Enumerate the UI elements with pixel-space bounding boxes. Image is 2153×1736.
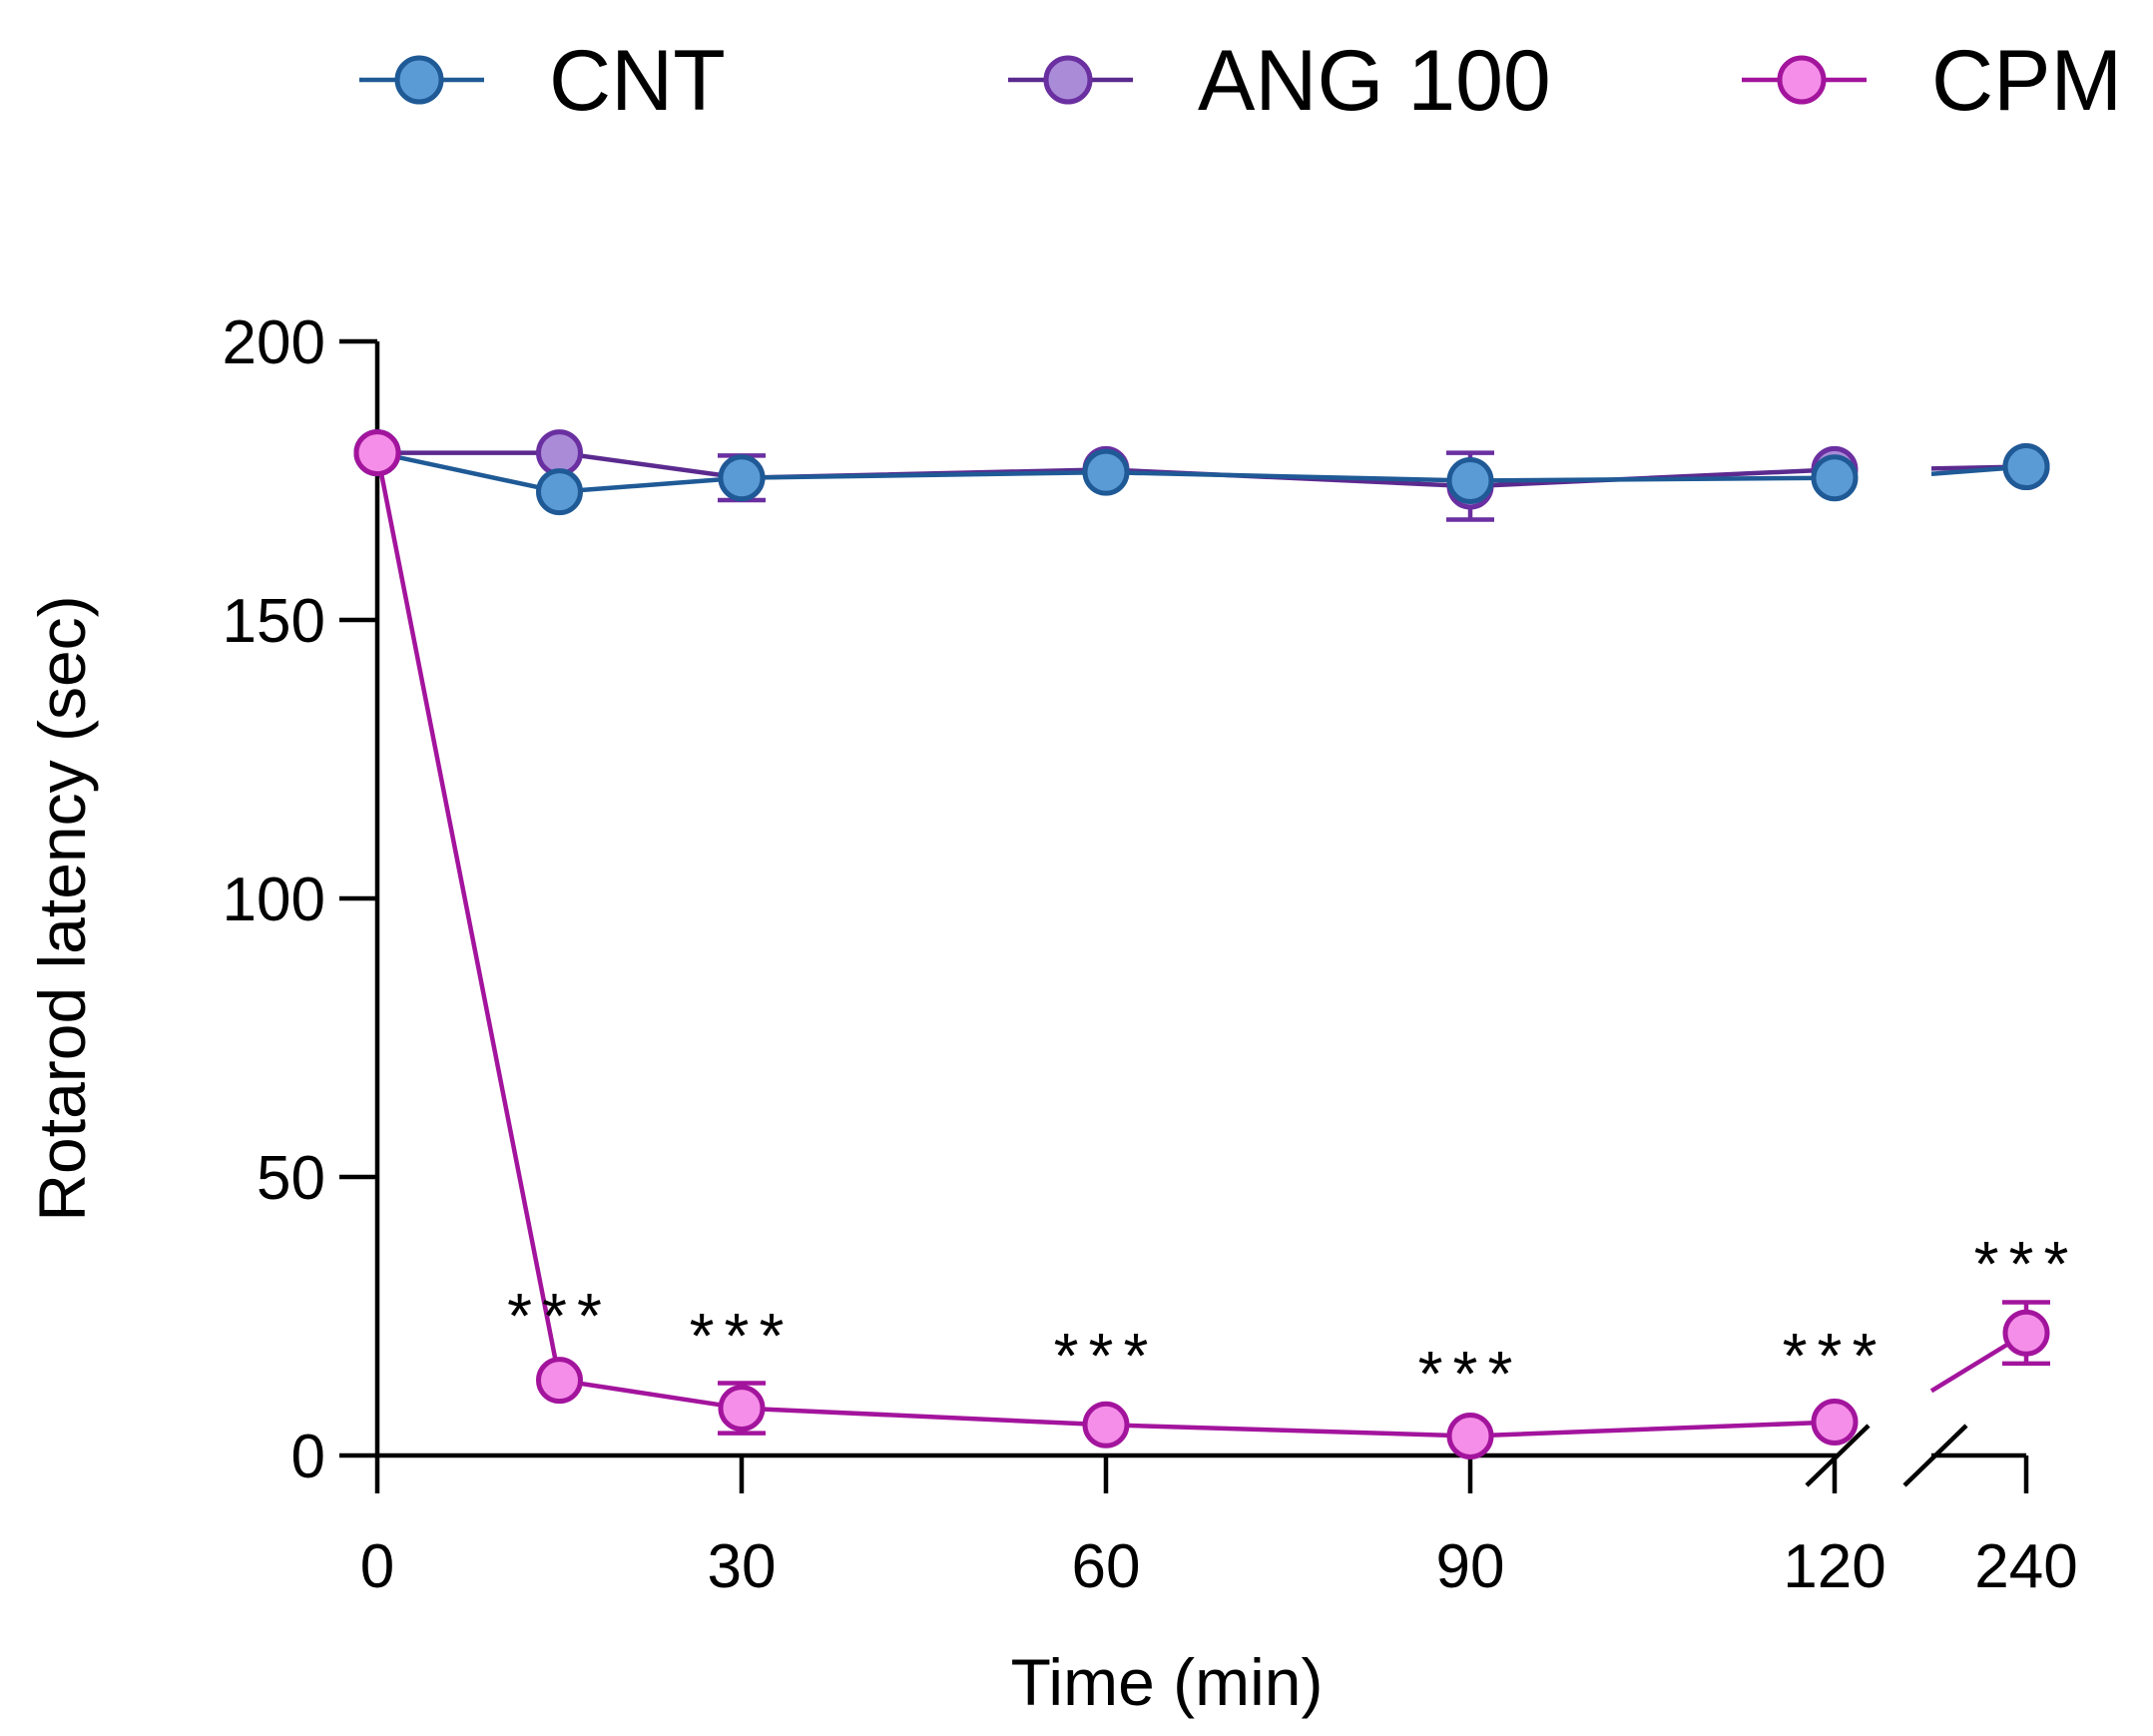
data-point xyxy=(1082,1401,1130,1448)
legend-label: ANG 100 xyxy=(1198,33,1551,129)
series-line xyxy=(374,452,1836,1439)
data-point xyxy=(718,1385,766,1433)
data-point xyxy=(1446,1412,1494,1459)
legend-label: CPM xyxy=(1931,33,2122,129)
x-tick-label: 120 xyxy=(1783,1532,1885,1601)
data-point xyxy=(1811,454,1859,502)
x-tick-label: 60 xyxy=(1072,1532,1141,1601)
series-line xyxy=(376,450,1836,494)
data-point xyxy=(1082,448,1130,496)
legend-marker xyxy=(1043,55,1093,105)
legend-marker xyxy=(1777,55,1827,105)
data-point xyxy=(2002,1309,2050,1357)
significance-marker: *** xyxy=(1054,1320,1159,1392)
data-point xyxy=(536,1357,583,1405)
legend-item-ang-100: ANG 100 xyxy=(1008,33,1551,129)
series-layer xyxy=(353,429,2050,1459)
series-cpm xyxy=(353,429,2050,1459)
legend-item-cnt: CNT xyxy=(359,33,726,129)
y-axis-title: Rotarod latency (sec) xyxy=(25,595,99,1221)
axis-break-mark xyxy=(1805,1424,1871,1487)
significance-marker: *** xyxy=(1418,1338,1523,1410)
y-tick-label: 0 xyxy=(291,1423,325,1491)
x-axis-title: Time (min) xyxy=(1011,1645,1324,1719)
data-point xyxy=(536,429,583,477)
x-tick-label: 30 xyxy=(708,1532,777,1601)
data-point xyxy=(353,429,401,477)
axes: 0 50 100 150 200 0 30 60 90 120 240 Time (min) Rotar… xyxy=(25,308,2078,1719)
significance-marker: *** xyxy=(1974,1228,2079,1300)
significance-marker: *** xyxy=(1783,1320,1887,1392)
significance-marker: *** xyxy=(690,1300,795,1372)
y-tick-label: 50 xyxy=(257,1144,325,1213)
significance-annotations: *** *** *** *** *** *** xyxy=(507,1228,2079,1410)
y-tick-label: 100 xyxy=(223,866,325,934)
y-tick-label: 150 xyxy=(223,587,325,656)
data-point xyxy=(718,454,766,502)
legend-label: CNT xyxy=(549,33,726,129)
x-tick-label: 240 xyxy=(1974,1532,2077,1601)
x-tick-label: 0 xyxy=(360,1532,394,1601)
legend-marker xyxy=(394,55,444,105)
significance-marker: *** xyxy=(507,1280,612,1352)
axis-break-mark xyxy=(1902,1424,1968,1487)
y-tick-label: 200 xyxy=(223,308,325,377)
data-point xyxy=(2002,443,2050,491)
x-tick-label: 90 xyxy=(1436,1532,1505,1601)
legend-item-cpm: CPM xyxy=(1742,33,2122,129)
data-point xyxy=(1811,1399,1859,1447)
data-point xyxy=(1446,457,1494,504)
data-point xyxy=(536,468,583,516)
legend: CNT ANG 100 CPM xyxy=(359,33,2122,129)
